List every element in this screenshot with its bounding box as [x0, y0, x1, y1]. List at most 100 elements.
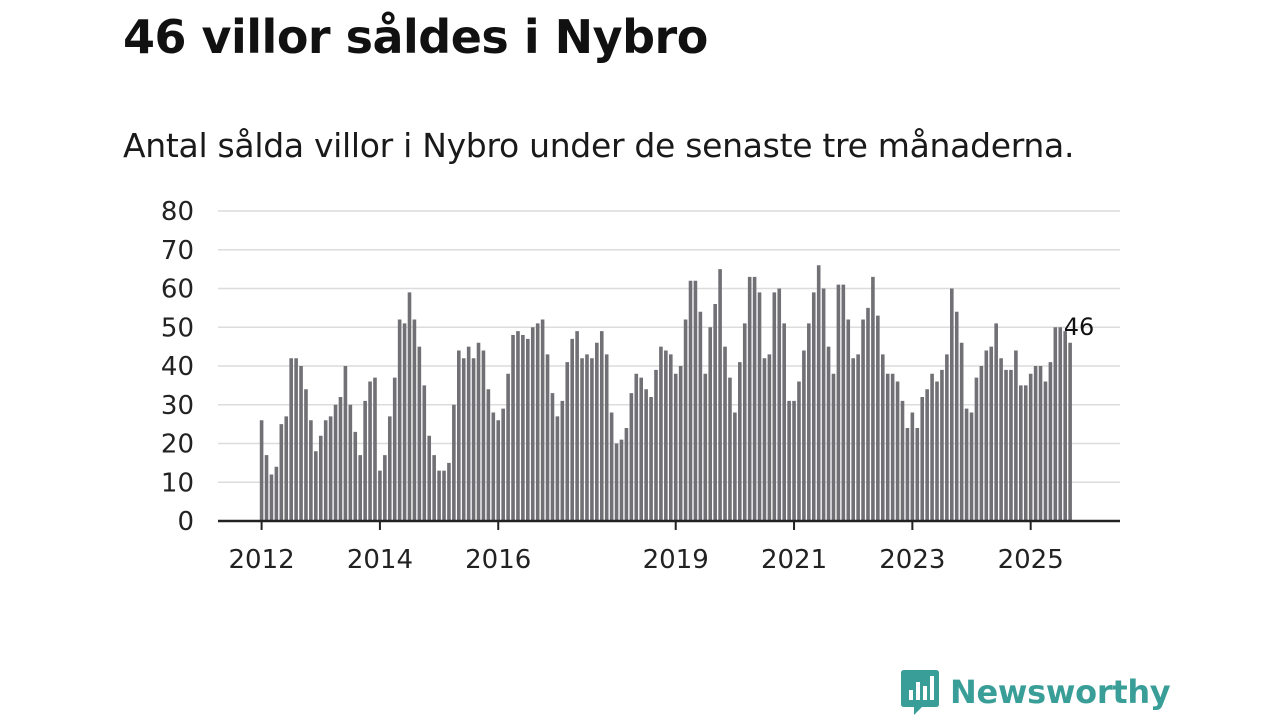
bar [673, 373, 678, 521]
bar [269, 474, 274, 521]
bar [343, 366, 348, 521]
bar [590, 358, 594, 521]
bar [442, 470, 446, 522]
bar [703, 373, 708, 521]
bar [851, 358, 855, 521]
bar [728, 377, 732, 522]
bar [530, 327, 535, 521]
bar [289, 358, 293, 521]
bar [959, 342, 964, 521]
bar [328, 416, 333, 522]
bar [792, 400, 796, 522]
brand-logo: Newsworthy [900, 668, 1171, 716]
bar [693, 280, 698, 521]
bar [969, 412, 974, 521]
bar [264, 455, 269, 522]
bar [422, 385, 427, 522]
bar [836, 284, 841, 522]
bar [708, 327, 713, 521]
bar [890, 373, 895, 521]
bar [826, 346, 831, 522]
bar [841, 284, 846, 522]
bar [920, 397, 925, 521]
bar [668, 354, 673, 522]
bar [1068, 342, 1072, 521]
bar [353, 431, 358, 522]
bar [358, 455, 362, 522]
bar [797, 381, 801, 521]
x-tick-label: 2014 [347, 545, 413, 575]
bar [629, 393, 634, 522]
bar [876, 315, 880, 522]
y-tick-label: 0 [177, 507, 194, 537]
bar [1033, 366, 1038, 521]
x-tick-label: 2012 [229, 545, 295, 575]
bar [383, 455, 387, 522]
y-tick-label: 80 [161, 197, 194, 227]
bar [545, 354, 550, 522]
bar [407, 292, 412, 522]
bar [402, 323, 407, 522]
bar [871, 276, 875, 522]
bar [609, 412, 614, 521]
bar [861, 319, 865, 521]
bar [678, 366, 683, 521]
y-tick-label: 30 [161, 391, 194, 421]
bar [974, 377, 979, 522]
bar [521, 335, 525, 521]
bar [772, 292, 777, 522]
bar [654, 369, 658, 522]
bar [782, 323, 786, 522]
bar [392, 377, 397, 522]
bar [895, 381, 900, 521]
bar [387, 416, 392, 522]
bar [688, 280, 693, 521]
bar [1058, 327, 1063, 521]
bar [368, 381, 372, 521]
bar [659, 346, 663, 522]
bar [649, 397, 653, 521]
bar [486, 389, 491, 521]
bar [535, 323, 540, 522]
bar [984, 350, 989, 521]
x-tick-label: 2023 [879, 545, 945, 575]
bar [604, 354, 609, 522]
bar [259, 420, 264, 521]
newsworthy-icon [901, 670, 939, 715]
bar [540, 319, 545, 521]
bar [821, 288, 826, 521]
bar [807, 323, 811, 522]
bar [457, 350, 461, 521]
bar [698, 311, 703, 521]
bar [575, 331, 579, 522]
bar [624, 428, 629, 521]
bar [476, 342, 481, 521]
bar [831, 373, 836, 521]
bar [885, 373, 890, 521]
y-tick-label: 60 [161, 275, 194, 305]
bar [323, 420, 328, 521]
bar [432, 455, 436, 522]
bar [950, 288, 954, 521]
bar [999, 358, 1003, 521]
bar [565, 362, 570, 522]
y-tick-label: 70 [161, 236, 194, 266]
bar [506, 373, 510, 521]
bar [585, 354, 589, 522]
bar [915, 428, 920, 521]
bar [1028, 373, 1033, 521]
bar [979, 366, 984, 521]
bar [954, 311, 959, 521]
bar [511, 335, 515, 521]
bar [856, 354, 860, 522]
bar [935, 381, 939, 521]
bar [471, 358, 476, 521]
bar [945, 354, 949, 522]
bar [1019, 385, 1023, 522]
bar [900, 400, 905, 522]
bar [1004, 369, 1008, 522]
bar [412, 319, 417, 521]
x-tick-label: 2016 [465, 545, 531, 575]
bar [639, 377, 644, 522]
